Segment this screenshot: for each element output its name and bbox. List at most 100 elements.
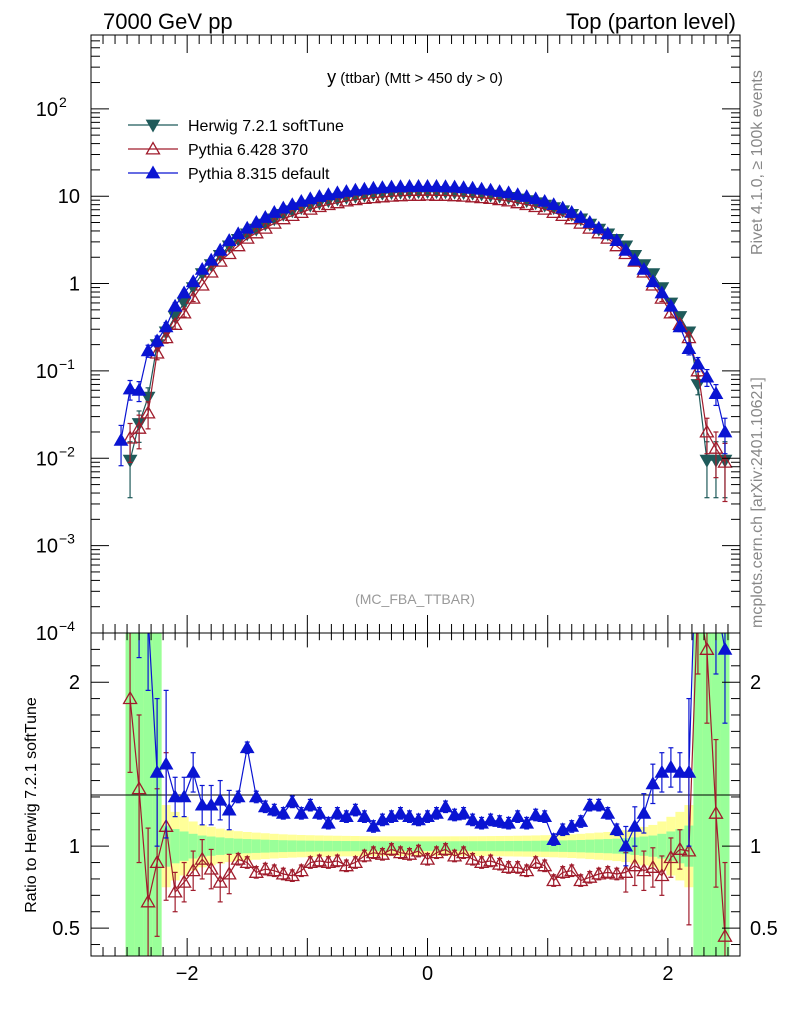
y-tick-label: 10: [36, 536, 58, 558]
ratio-point: [672, 764, 688, 778]
band-inner: [296, 840, 306, 852]
ratio-point: [564, 862, 580, 877]
ratio-point: [691, 479, 704, 490]
data-point: [510, 187, 526, 201]
data-point: [393, 179, 408, 193]
band-inner: [486, 841, 496, 852]
band-inner: [648, 835, 658, 857]
data-point: [311, 198, 328, 213]
band-inner: [170, 829, 180, 864]
y-tick-label: 10: [36, 361, 58, 383]
ratio-point: [221, 802, 237, 816]
header-left: 7000 GeV pp: [103, 9, 233, 34]
data-point: [573, 209, 589, 223]
x-tick-label: 0: [422, 963, 433, 985]
ratio-point: [321, 815, 336, 829]
data-point: [401, 187, 418, 201]
data-point: [482, 190, 499, 205]
ratio-point: [537, 857, 553, 872]
ratio-point: [366, 818, 381, 832]
data-point: [564, 204, 580, 218]
ratio-point: [230, 851, 246, 865]
y-tick-exp: −1: [59, 356, 75, 372]
band-inner: [287, 840, 297, 852]
ratio-point: [158, 756, 174, 770]
data-point: [374, 189, 391, 203]
data-point: [473, 189, 490, 204]
data-point: [392, 187, 409, 202]
band-inner: [522, 840, 532, 852]
ratio-point: [203, 861, 219, 875]
ratio-point: [600, 805, 616, 819]
ratio-point: [691, 594, 704, 605]
data-point: [519, 189, 535, 202]
band-inner: [495, 841, 505, 852]
ratio-point: [627, 857, 643, 872]
band-inner: [540, 840, 550, 852]
data-point: [384, 179, 399, 193]
data-point: [176, 305, 192, 319]
data-point: [320, 196, 337, 211]
y-tick-label: 10: [36, 99, 58, 121]
band-inner: [323, 840, 333, 852]
ratio-point: [600, 864, 616, 878]
analysis-annotation: (MC_FBA_TTBAR): [355, 591, 475, 607]
ratio-point: [284, 794, 300, 808]
band-inner: [504, 841, 514, 852]
ratio-point: [176, 789, 192, 803]
data-point: [708, 440, 724, 454]
band-inner: [251, 839, 261, 853]
ratio-point: [293, 805, 309, 819]
data-point: [149, 333, 165, 347]
ratio-point: [320, 854, 337, 869]
ratio-point: [482, 853, 499, 867]
data-point: [717, 424, 733, 438]
ratio-point: [546, 872, 562, 887]
ratio-point: [700, 528, 713, 539]
legend-marker: [145, 119, 161, 133]
data-point: [699, 424, 715, 438]
band-inner: [269, 839, 279, 853]
ratio-point: [645, 776, 661, 790]
band-inner: [206, 836, 216, 856]
data-point: [663, 298, 679, 312]
ratio-point: [275, 805, 291, 819]
data-point: [338, 193, 355, 207]
data-point: [302, 201, 318, 215]
data-point: [618, 242, 634, 256]
data-point: [437, 187, 454, 201]
ratio-point: [681, 764, 697, 778]
data-point: [510, 194, 526, 209]
ratio-point: [293, 862, 309, 877]
data-point: [600, 226, 616, 240]
data-point: [690, 356, 706, 370]
ratio-point: [167, 884, 183, 898]
band-inner: [558, 840, 568, 852]
legend-label: Herwig 7.2.1 softTune: [188, 118, 344, 135]
ratio-point: [437, 841, 454, 855]
ratio-y-tick-label: 1: [69, 836, 80, 858]
data-point: [699, 454, 715, 468]
ratio-point: [194, 851, 210, 865]
band-inner: [233, 838, 243, 854]
ratio-point: [230, 789, 246, 803]
ratio-ylabel: Ratio to Herwig 7.2.1 softTune: [23, 697, 40, 913]
ratio-point: [348, 802, 363, 816]
data-point: [690, 363, 706, 377]
series-down: [122, 186, 733, 499]
ratio-point: [392, 844, 409, 859]
data-point: [140, 343, 156, 357]
band-inner: [612, 838, 622, 854]
data-point: [113, 432, 129, 446]
ratio-point: [465, 812, 480, 826]
ratio-point: [185, 764, 201, 778]
ratio-point: [221, 866, 237, 880]
ratio-point: [591, 866, 607, 880]
data-point: [167, 316, 183, 331]
ratio-point: [167, 789, 183, 803]
x-tick-label: 2: [662, 963, 673, 985]
legend: Herwig 7.2.1 softTune Pythia 6.428 370 Pyt…: [128, 118, 344, 183]
data-point: [383, 188, 400, 202]
data-point: [212, 253, 228, 267]
ratio-point: [645, 859, 661, 873]
